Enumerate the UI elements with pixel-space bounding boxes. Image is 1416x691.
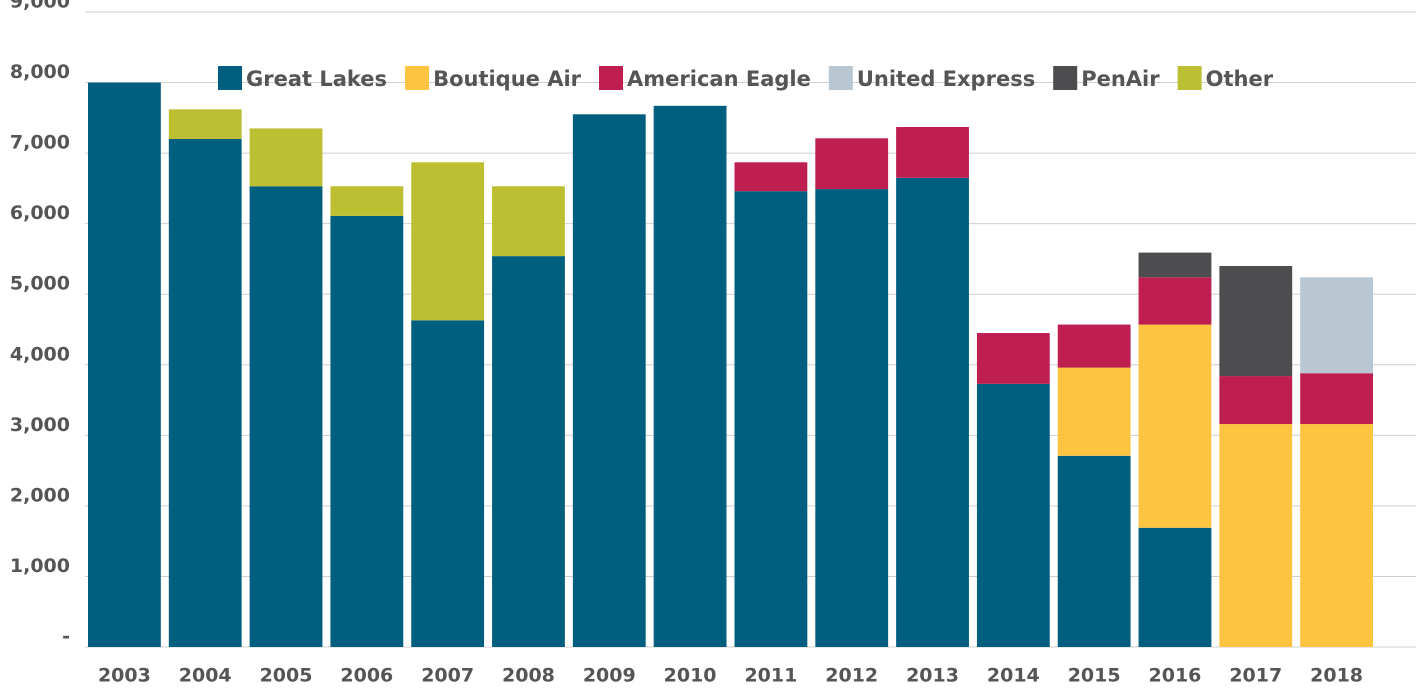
x-tick-label: 2007 — [421, 665, 474, 687]
y-tick-label: 6,000 — [10, 202, 70, 224]
legend-swatch — [828, 66, 853, 90]
bar-segment — [330, 186, 404, 216]
x-tick-label: 2018 — [1310, 665, 1363, 687]
x-tick-label: 2014 — [987, 665, 1040, 687]
legend-swatch — [1177, 66, 1202, 90]
bar-segment — [492, 186, 565, 257]
x-tick-label: 2013 — [906, 665, 959, 687]
legend: Great Lakes Boutique Air American Eagle Uni… — [218, 66, 1274, 91]
y-tick-label: 3,000 — [10, 414, 70, 436]
y-tick-label: 2,000 — [10, 484, 70, 506]
x-tick-label: 2015 — [1068, 665, 1121, 687]
legend-swatch — [405, 66, 430, 90]
bar-segment — [1219, 266, 1293, 377]
bar-segment — [572, 114, 646, 648]
x-tick-label: 2008 — [502, 665, 555, 687]
bar-segment — [1138, 252, 1212, 278]
bar-segment — [896, 177, 969, 648]
x-tick-label: 2011 — [744, 665, 797, 687]
bar-segment — [1219, 376, 1293, 425]
y-tick-label: 7,000 — [10, 132, 70, 154]
legend-label: PenAir — [1081, 67, 1160, 91]
bar-segment — [976, 383, 1050, 647]
bar-segment — [734, 191, 808, 647]
bar-segment — [815, 138, 889, 190]
legend-label: Great Lakes — [246, 67, 387, 91]
bar-segment — [1300, 424, 1373, 647]
bar-segment — [896, 127, 969, 178]
bar-segment — [1138, 527, 1212, 647]
x-tick-label: 2005 — [260, 665, 313, 687]
y-tick-label: 4,000 — [10, 343, 70, 365]
x-tick-label: 2016 — [1149, 665, 1202, 687]
bar-segment — [88, 82, 161, 648]
x-tick-label: 2017 — [1229, 665, 1282, 687]
x-tick-label: 2004 — [179, 665, 232, 687]
bar-segment — [411, 320, 485, 647]
legend-label: Boutique Air — [433, 67, 582, 91]
x-tick-label: 2010 — [664, 665, 717, 687]
legend-swatch — [1053, 66, 1078, 90]
legend-label: Other — [1206, 67, 1274, 91]
bar-segment — [1219, 424, 1293, 647]
bar-segment — [1300, 277, 1373, 374]
bar-segment — [249, 128, 323, 187]
legend-label: United Express — [857, 67, 1035, 91]
x-tick-label: 2009 — [583, 665, 636, 687]
bar-segment — [976, 333, 1050, 384]
bar-segment — [1138, 277, 1212, 325]
bar-segment — [411, 162, 485, 321]
y-tick-label: 9,000 — [10, 0, 70, 13]
bar-segment — [168, 139, 242, 647]
bar-segment — [1057, 455, 1131, 647]
bar-segment — [1057, 367, 1131, 456]
bar-segment — [653, 105, 727, 648]
bar-segment — [330, 215, 404, 647]
bar-segment — [492, 256, 565, 647]
legend-label: American Eagle — [627, 67, 811, 91]
y-tick-label: 8,000 — [10, 61, 70, 83]
x-tick-label: 2012 — [825, 665, 878, 687]
x-tick-label: 2006 — [340, 665, 393, 687]
bar-segment — [734, 162, 808, 192]
legend-swatch — [218, 66, 242, 90]
bar-segment — [168, 109, 242, 139]
bar-segment — [815, 189, 889, 647]
y-tick-label: - — [62, 626, 70, 648]
y-tick-label: 1,000 — [10, 555, 70, 577]
y-tick-label: 5,000 — [10, 273, 70, 295]
bar-segment — [1057, 324, 1131, 368]
bar-segment — [249, 186, 323, 647]
bar-segment — [1300, 373, 1373, 425]
bar-segment — [1138, 324, 1212, 528]
x-tick-label: 2003 — [98, 665, 151, 687]
legend-swatch — [599, 66, 624, 90]
